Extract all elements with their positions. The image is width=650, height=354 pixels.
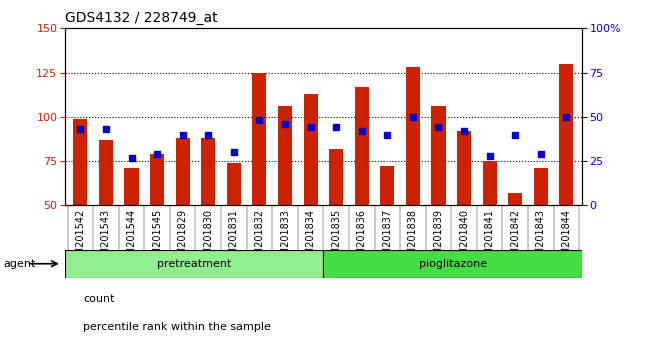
Text: GSM201833: GSM201833	[280, 209, 290, 268]
Bar	[125, 168, 138, 294]
Text: GSM201842: GSM201842	[510, 209, 520, 268]
Bar	[355, 87, 369, 294]
Text: pioglitazone: pioglitazone	[419, 259, 487, 269]
Text: GSM201839: GSM201839	[434, 209, 443, 268]
Text: GSM201545: GSM201545	[152, 209, 162, 268]
Bar	[73, 119, 87, 294]
Text: percentile rank within the sample: percentile rank within the sample	[83, 322, 271, 332]
Bar	[560, 64, 573, 294]
Bar	[150, 154, 164, 294]
Text: GSM201829: GSM201829	[177, 209, 188, 268]
Bar	[176, 138, 190, 294]
Text: GSM201832: GSM201832	[254, 209, 265, 268]
Bar	[534, 168, 548, 294]
Bar	[304, 94, 318, 294]
Text: GSM201841: GSM201841	[485, 209, 495, 268]
Bar	[329, 149, 343, 294]
Text: GSM201843: GSM201843	[536, 209, 546, 268]
Bar	[324, 250, 582, 278]
Text: count: count	[83, 294, 114, 304]
Text: GSM201830: GSM201830	[203, 209, 213, 268]
Bar	[482, 161, 497, 294]
Bar	[278, 106, 292, 294]
Bar	[432, 106, 445, 294]
Text: GSM201837: GSM201837	[382, 209, 393, 268]
Bar	[65, 250, 324, 278]
Text: GDS4132 / 228749_at: GDS4132 / 228749_at	[65, 11, 218, 25]
Bar	[99, 140, 113, 294]
Text: GSM201831: GSM201831	[229, 209, 239, 268]
Text: GSM201835: GSM201835	[331, 209, 341, 268]
Bar	[202, 138, 215, 294]
Bar	[227, 163, 241, 294]
Text: GSM201543: GSM201543	[101, 209, 111, 268]
Bar	[457, 131, 471, 294]
Text: GSM201844: GSM201844	[562, 209, 571, 268]
Text: GSM201840: GSM201840	[459, 209, 469, 268]
Text: GSM201542: GSM201542	[75, 209, 85, 268]
Bar	[252, 73, 266, 294]
Text: GSM201836: GSM201836	[357, 209, 367, 268]
Text: GSM201834: GSM201834	[306, 209, 316, 268]
Bar	[406, 67, 420, 294]
Bar	[508, 193, 522, 294]
Text: pretreatment: pretreatment	[157, 259, 231, 269]
Text: GSM201544: GSM201544	[127, 209, 136, 268]
Bar	[380, 166, 395, 294]
Text: agent: agent	[3, 259, 36, 269]
Text: GSM201838: GSM201838	[408, 209, 418, 268]
